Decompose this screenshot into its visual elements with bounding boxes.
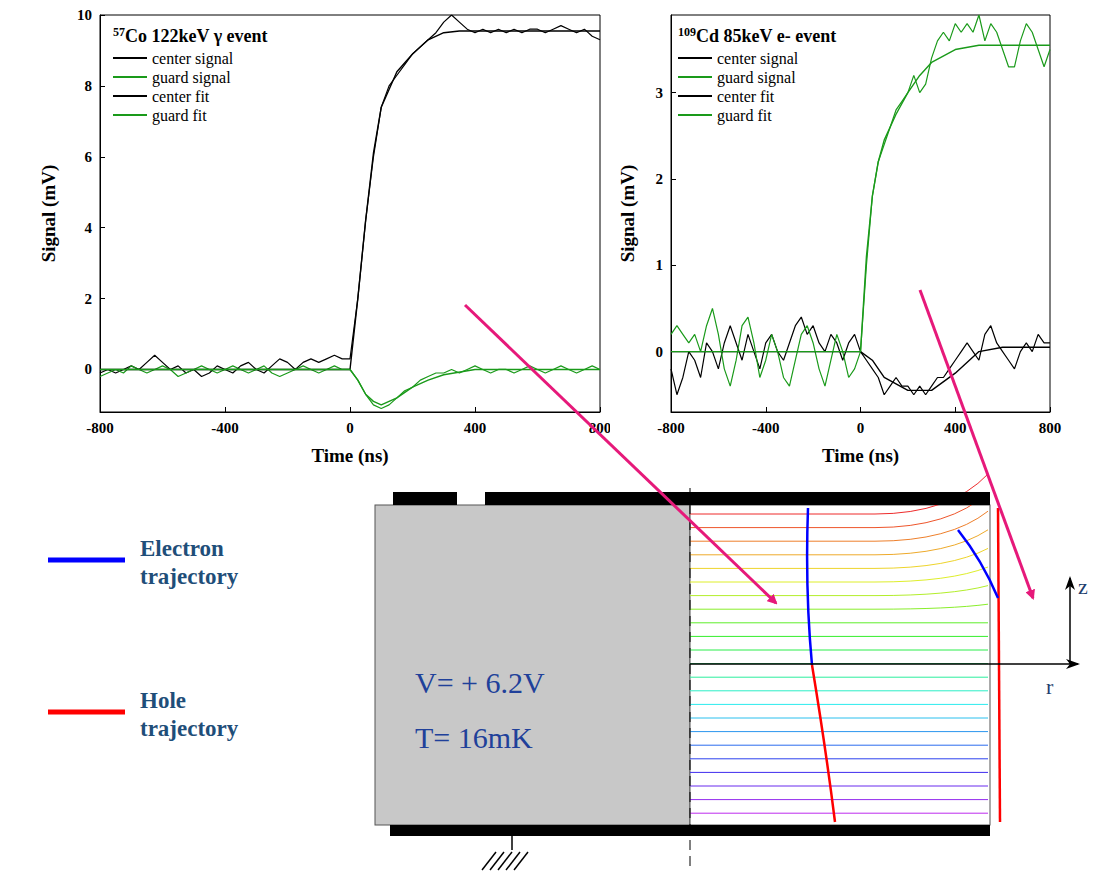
svg-text:8: 8 bbox=[85, 78, 93, 94]
svg-text:center signal: center signal bbox=[717, 50, 799, 68]
svg-text:V= + 6.2V: V= + 6.2V bbox=[415, 666, 545, 699]
svg-text:2: 2 bbox=[656, 171, 664, 187]
svg-text:Signal (mV): Signal (mV) bbox=[38, 165, 60, 263]
svg-text:-800: -800 bbox=[86, 420, 114, 436]
svg-text:trajectory: trajectory bbox=[140, 716, 239, 741]
svg-text:guard signal: guard signal bbox=[152, 69, 231, 87]
svg-text:center fit: center fit bbox=[717, 88, 775, 105]
svg-text:Signal (mV): Signal (mV) bbox=[617, 165, 639, 263]
svg-text:Cd 85keV e- event: Cd 85keV e- event bbox=[696, 26, 836, 46]
svg-text:-400: -400 bbox=[211, 420, 239, 436]
svg-text:0: 0 bbox=[656, 344, 664, 360]
svg-text:trajectory: trajectory bbox=[140, 564, 239, 589]
svg-text:2: 2 bbox=[85, 291, 93, 307]
svg-text:10: 10 bbox=[77, 7, 92, 23]
svg-text:6: 6 bbox=[85, 149, 93, 165]
svg-text:center signal: center signal bbox=[152, 50, 234, 68]
svg-text:57: 57 bbox=[113, 25, 125, 39]
svg-text:4: 4 bbox=[85, 220, 93, 236]
svg-text:center fit: center fit bbox=[152, 88, 210, 105]
svg-text:0: 0 bbox=[346, 420, 354, 436]
svg-text:-800: -800 bbox=[657, 420, 685, 436]
svg-text:T= 16mK: T= 16mK bbox=[415, 721, 533, 754]
svg-text:800: 800 bbox=[1039, 420, 1062, 436]
svg-text:0: 0 bbox=[857, 420, 865, 436]
svg-text:800: 800 bbox=[589, 420, 612, 436]
svg-text:1: 1 bbox=[656, 257, 664, 273]
svg-text:109: 109 bbox=[678, 25, 696, 39]
svg-text:400: 400 bbox=[944, 420, 967, 436]
svg-text:400: 400 bbox=[464, 420, 487, 436]
svg-text:Hole: Hole bbox=[140, 688, 186, 713]
svg-text:Time (ns): Time (ns) bbox=[822, 445, 899, 467]
svg-text:guard fit: guard fit bbox=[152, 107, 207, 125]
svg-text:guard signal: guard signal bbox=[717, 69, 796, 87]
svg-text:3: 3 bbox=[656, 85, 664, 101]
svg-text:-400: -400 bbox=[752, 420, 780, 436]
svg-text:Co 122keV γ event: Co 122keV γ event bbox=[125, 26, 268, 46]
svg-text:Time (ns): Time (ns) bbox=[311, 445, 388, 467]
svg-text:0: 0 bbox=[85, 361, 93, 377]
svg-text:z: z bbox=[1078, 574, 1088, 599]
svg-text:r: r bbox=[1046, 674, 1054, 699]
svg-text:Electron: Electron bbox=[140, 536, 224, 561]
svg-text:guard fit: guard fit bbox=[717, 107, 772, 125]
